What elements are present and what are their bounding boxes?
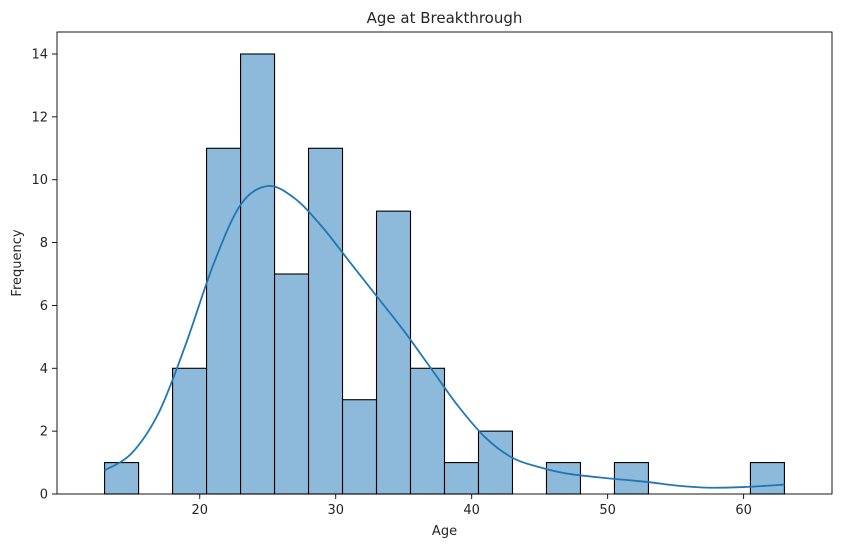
y-tick-label: 4 [40,362,48,377]
y-tick-label: 12 [31,110,48,125]
y-tick-label: 10 [31,173,48,188]
histogram-bar [341,399,378,495]
chart-title: Age at Breakthrough [367,9,523,27]
x-tick-label: 60 [735,503,752,518]
histogram-bar [307,147,344,495]
y-tick-label: 6 [40,299,48,314]
x-tick-label: 50 [599,503,616,518]
x-tick-label: 30 [327,503,344,518]
y-tick-label: 0 [40,488,48,503]
x-axis-ticks: 20 30 40 50 60 [191,494,752,518]
histogram-bar [375,210,412,495]
y-tick-label: 2 [40,425,48,440]
bars-group [104,53,785,495]
histogram-bar [477,430,514,495]
histogram-bar [613,462,649,495]
x-tick-label: 40 [463,503,480,518]
histogram-bar [206,147,242,495]
histogram-bar [409,367,446,495]
x-tick-label: 20 [191,503,208,518]
y-axis-label: Frequency [10,229,25,296]
axes-frame [56,31,833,495]
y-tick-label: 14 [31,48,48,63]
histogram-bar [172,367,208,495]
histogram-bar [273,273,310,495]
y-axis-ticks: 0 2 4 6 8 10 12 14 [31,48,57,503]
kde-curve [104,185,785,489]
histogram-bar [749,462,785,495]
histogram-bar [545,462,582,495]
histogram-bar [240,53,276,495]
x-axis-label: Age [432,524,457,539]
histogram-bar [443,462,480,495]
y-tick-label: 8 [40,236,48,251]
